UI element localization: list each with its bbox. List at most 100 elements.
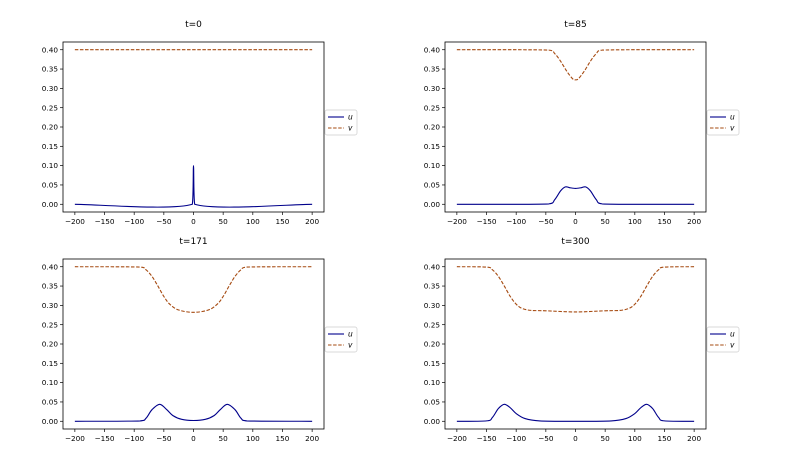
x-tick-label: −100: [506, 217, 526, 226]
y-tick-label: 0.40: [42, 45, 59, 54]
series-line-u: [74, 165, 313, 208]
legend-label-v: v: [348, 341, 353, 350]
series-line-u: [74, 403, 313, 422]
axes-frame: [62, 258, 325, 430]
y-tick-label: 0.00: [424, 417, 441, 426]
x-tick-label: 50: [601, 434, 611, 443]
x-tick-label: 50: [219, 434, 229, 443]
y-tick-label: 0.30: [42, 84, 59, 93]
y-tick-label: 0.40: [42, 262, 59, 271]
legend-box: [324, 326, 358, 353]
x-tick-label: −200: [447, 217, 467, 226]
y-tick-label: 0.30: [424, 301, 441, 310]
x-tick-label: 200: [687, 434, 701, 443]
legend-box: [324, 109, 358, 136]
y-tick-label: 0.20: [42, 340, 59, 349]
y-tick-label: 0.35: [424, 65, 440, 74]
y-tick-label: 0.15: [42, 359, 58, 368]
legend: uv: [706, 109, 740, 136]
x-tick-label: −150: [94, 217, 114, 226]
series-line-u: [456, 186, 695, 205]
y-tick-label: 0.10: [42, 378, 59, 387]
y-tick-label: 0.05: [424, 398, 440, 407]
x-tick-label: −50: [538, 434, 554, 443]
x-tick-label: −200: [65, 217, 85, 226]
legend: uv: [324, 326, 358, 353]
x-tick-label: −200: [65, 434, 85, 443]
y-tick-label: 0.25: [42, 320, 58, 329]
legend: uv: [706, 326, 740, 353]
y-tick-label: 0.40: [424, 262, 441, 271]
x-tick-label: −100: [506, 434, 526, 443]
y-tick-label: 0.25: [424, 320, 440, 329]
x-tick-label: −100: [124, 217, 144, 226]
x-tick-label: 200: [305, 217, 319, 226]
x-tick-label: 50: [219, 217, 229, 226]
y-tick-label: 0.25: [42, 103, 58, 112]
x-tick-label: 50: [601, 217, 611, 226]
x-tick-label: 150: [658, 434, 672, 443]
subplot-2: t=171 −200 −150 −100 −50 0 50 100 150 200 0.00 0.05…: [42, 237, 358, 443]
legend-label-v: v: [730, 341, 735, 350]
y-tick-label: 0.20: [424, 340, 441, 349]
legend-label-v: v: [730, 124, 735, 133]
y-tick-label: 0.25: [424, 103, 440, 112]
y-tick-label: 0.10: [424, 161, 441, 170]
legend-label-u: u: [730, 330, 735, 339]
y-tick-label: 0.05: [424, 181, 440, 190]
x-tick-label: −50: [156, 434, 172, 443]
subplot-title: t=300: [561, 237, 590, 247]
subplot-title: t=171: [179, 237, 207, 247]
subplot-1: t=85 −200 −150 −100 −50 0 50 100 150 200 0.00 0.05 0…: [424, 20, 740, 226]
axes-frame: [444, 41, 707, 213]
legend-box: [706, 109, 740, 136]
x-tick-label: 0: [191, 217, 196, 226]
x-tick-label: −200: [447, 434, 467, 443]
x-tick-label: 100: [628, 434, 642, 443]
x-tick-label: −150: [476, 217, 496, 226]
axes-frame: [62, 41, 325, 213]
x-tick-label: 0: [573, 217, 578, 226]
legend-box: [706, 326, 740, 353]
x-tick-label: −150: [94, 434, 114, 443]
y-tick-label: 0.05: [42, 181, 58, 190]
y-tick-label: 0.00: [42, 200, 59, 209]
x-tick-label: 200: [305, 434, 319, 443]
y-tick-label: 0.15: [42, 142, 58, 151]
y-tick-label: 0.05: [42, 398, 58, 407]
legend-label-u: u: [730, 113, 735, 122]
legend: uv: [324, 109, 358, 136]
x-tick-label: 150: [276, 434, 290, 443]
y-tick-label: 0.15: [424, 142, 440, 151]
y-tick-label: 0.35: [42, 282, 58, 291]
x-tick-label: −50: [538, 217, 554, 226]
y-tick-label: 0.35: [42, 65, 58, 74]
subplot-0: t=0 −200 −150 −100 −50 0 50 100 150 200 0.00 0.05 0.…: [42, 20, 358, 226]
x-tick-label: −100: [124, 434, 144, 443]
series-line-u: [456, 403, 695, 422]
series-line-v: [74, 266, 313, 313]
y-tick-label: 0.40: [424, 45, 441, 54]
y-tick-label: 0.30: [424, 84, 441, 93]
y-tick-label: 0.20: [424, 123, 441, 132]
y-tick-label: 0.10: [424, 378, 441, 387]
series-line-v: [456, 266, 695, 313]
x-tick-label: 100: [628, 217, 642, 226]
x-tick-label: 100: [246, 434, 260, 443]
x-tick-label: 150: [276, 217, 290, 226]
legend-label-v: v: [348, 124, 353, 133]
subplot-title: t=0: [185, 20, 202, 30]
x-tick-label: 150: [658, 217, 672, 226]
y-tick-label: 0.10: [42, 161, 59, 170]
x-tick-label: −50: [156, 217, 172, 226]
y-tick-label: 0.15: [424, 359, 440, 368]
subplot-3: t=300 −200 −150 −100 −50 0 50 100 150 200 0.00 0.05…: [424, 237, 740, 443]
legend-label-u: u: [348, 113, 353, 122]
y-tick-label: 0.20: [42, 123, 59, 132]
y-tick-label: 0.00: [424, 200, 441, 209]
y-tick-label: 0.30: [42, 301, 59, 310]
x-tick-label: −150: [476, 434, 496, 443]
x-tick-label: 0: [573, 434, 578, 443]
subplot-title: t=85: [564, 20, 587, 30]
